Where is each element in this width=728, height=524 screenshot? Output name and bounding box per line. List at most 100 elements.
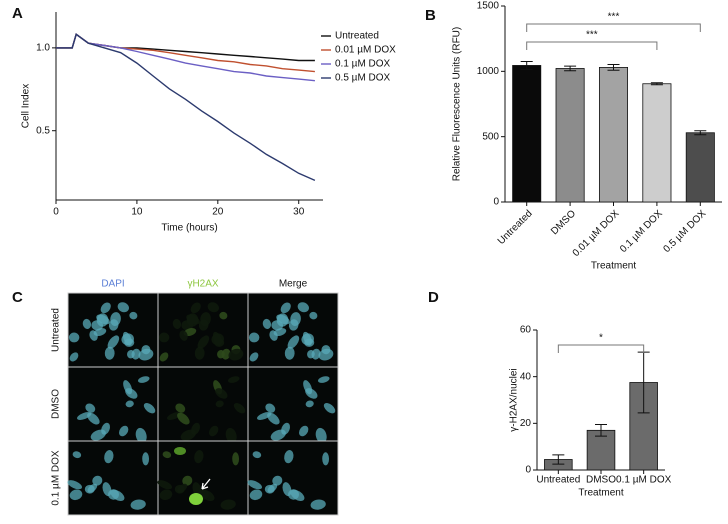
- nucleus: [272, 475, 283, 486]
- legend-label: 0.5 µM DOX: [335, 73, 391, 84]
- nucleus: [157, 480, 172, 490]
- x-tick-label: 0.1 µM DOX: [618, 208, 665, 255]
- nucleus: [315, 427, 327, 444]
- error-bar: [520, 61, 533, 70]
- nucleus: [233, 402, 246, 414]
- nucleus: [92, 475, 103, 486]
- series-line: [56, 33, 315, 62]
- nucleus: [211, 333, 224, 345]
- row-label: 0.1 µM DOX: [51, 450, 62, 506]
- nucleus: [252, 451, 262, 459]
- nucleus: [318, 348, 334, 361]
- microscopy-panel: C DAPI γH2AX Merge Untreated DMSO 0.1 µM DOX: [12, 279, 339, 516]
- nucleus: [90, 429, 106, 441]
- nucleus: [190, 302, 201, 314]
- y-tick-label: 0: [493, 197, 499, 208]
- nucleus: [194, 346, 205, 360]
- nucleus: [69, 352, 79, 362]
- significance-label: *: [599, 333, 603, 344]
- nucleus: [175, 403, 186, 413]
- nucleus: [125, 388, 138, 399]
- y-tick-label: 1000: [477, 66, 500, 77]
- nucleus: [174, 484, 185, 494]
- y-tick-label: 20: [520, 418, 532, 429]
- nucleus: [262, 318, 272, 330]
- nucleus: [305, 388, 318, 399]
- nucleus: [322, 452, 330, 466]
- nucleus: [100, 302, 111, 314]
- nucleus: [85, 403, 96, 413]
- y-tick-label: 60: [520, 325, 532, 336]
- nucleus: [232, 452, 240, 466]
- nucleus: [310, 499, 326, 510]
- error-bar: [595, 424, 607, 437]
- nucleus: [264, 484, 275, 494]
- panel-letter: C: [12, 289, 23, 306]
- nucleus: [284, 450, 294, 464]
- nucleus: [248, 332, 260, 343]
- nucleus: [130, 499, 146, 510]
- nucleus: [197, 335, 210, 349]
- nucleus: [67, 480, 82, 490]
- nucleus: [82, 318, 92, 330]
- nucleus: [207, 302, 219, 313]
- series-line: [56, 33, 315, 73]
- nucleus: [177, 412, 190, 425]
- nucleus: [323, 402, 336, 414]
- nucleus: [221, 348, 231, 360]
- nucleus: [117, 302, 129, 313]
- y-tick-label: 1.0: [36, 43, 50, 54]
- positive-nucleus: [174, 447, 186, 455]
- nucleus: [182, 475, 193, 486]
- x-tick-label: 0.01 µM DOX: [571, 208, 622, 259]
- x-tick-label: DMSO: [586, 475, 616, 486]
- nucleus: [194, 450, 204, 464]
- nucleus: [219, 311, 228, 320]
- nucleus: [276, 313, 289, 327]
- nucleus: [125, 400, 134, 408]
- panel-letter: D: [428, 289, 439, 306]
- nucleus: [209, 425, 219, 437]
- nucleus: [267, 412, 280, 425]
- nucleus: [228, 348, 244, 361]
- y-axis-label: γ-H2AX/nuclei: [509, 368, 520, 431]
- nucleus: [104, 346, 115, 360]
- nucleus: [104, 450, 114, 464]
- bar: [685, 132, 715, 203]
- nucleus: [269, 330, 278, 341]
- nucleus: [158, 332, 170, 343]
- nucleus: [282, 482, 292, 497]
- nucleus: [297, 302, 309, 313]
- nucleus: [142, 452, 150, 466]
- x-axis-label: Time (hours): [161, 223, 217, 234]
- nucleus: [220, 499, 236, 510]
- error-bar: [607, 64, 620, 71]
- nucleus: [108, 319, 119, 331]
- nucleus: [215, 400, 224, 408]
- x-tick-label: 20: [212, 207, 224, 218]
- x-axis-label: Treatment: [578, 488, 623, 499]
- x-tick-label: 30: [293, 207, 305, 218]
- nucleus: [198, 319, 209, 331]
- y-axis-label: Cell Index: [21, 84, 32, 128]
- column-header: γH2AX: [187, 279, 218, 290]
- legend-label: 0.01 µM DOX: [335, 45, 396, 56]
- nucleus: [107, 335, 120, 349]
- error-bar: [694, 130, 707, 136]
- nucleus: [311, 348, 321, 360]
- nucleus: [192, 482, 202, 497]
- nucleus: [301, 333, 314, 345]
- y-tick-label: 1500: [477, 1, 500, 12]
- arrow: [201, 478, 211, 490]
- nucleus: [72, 451, 82, 459]
- nucleus: [287, 335, 300, 349]
- row-label: DMSO: [51, 389, 62, 419]
- nucleus: [186, 313, 199, 327]
- nucleus: [280, 302, 291, 314]
- y-tick-label: 0: [525, 465, 531, 476]
- nucleus: [180, 429, 196, 441]
- nucleus: [284, 346, 295, 360]
- error-bar: [552, 454, 565, 465]
- nucleus: [172, 318, 182, 330]
- axes: [55, 12, 323, 201]
